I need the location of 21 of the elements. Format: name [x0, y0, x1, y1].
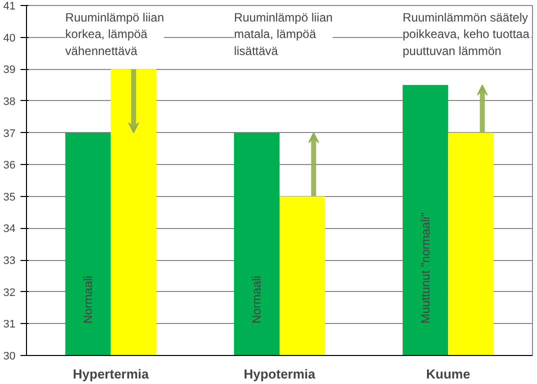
y-tick-label: 31 — [3, 318, 16, 331]
y-tick-label: 35 — [3, 191, 16, 204]
y-tick-label: 39 — [3, 64, 16, 76]
y-tick-label: 32 — [3, 286, 16, 299]
annotation: Ruuminlämpö liian matala, lämpöä lisättävä — [234, 10, 333, 58]
x-tick-label: Kuume — [426, 366, 470, 382]
annotation: Ruuminlämpö liian korkea, lämpöä vähennettävä — [65, 10, 164, 58]
y-tick-label: 41 — [3, 0, 16, 12]
annotation: Ruuminlämmön säätely poikkeava, keho tuottaa puuttuvan lämmön — [402, 10, 530, 58]
y-tick-label: 40 — [3, 32, 16, 44]
y-tick-label: 34 — [3, 223, 16, 236]
x-tick-label: Hypotermia — [244, 366, 316, 382]
annotation: Normaali — [250, 276, 264, 324]
y-tick-label: 30 — [3, 350, 16, 362]
y-tick-label: 36 — [3, 160, 16, 172]
y-tick-label: 33 — [3, 255, 16, 268]
x-tick-label: Hypertermia — [72, 366, 150, 382]
y-tick-label: 38 — [3, 96, 16, 108]
annotation: Muuttunut "normaali" — [418, 212, 432, 324]
y-tick-label: 37 — [3, 128, 16, 140]
annotation: Normaali — [81, 276, 96, 324]
